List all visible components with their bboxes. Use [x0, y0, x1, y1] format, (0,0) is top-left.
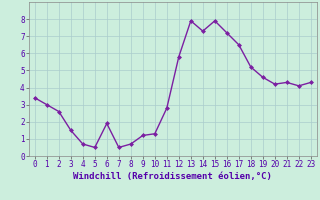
X-axis label: Windchill (Refroidissement éolien,°C): Windchill (Refroidissement éolien,°C)	[73, 172, 272, 181]
